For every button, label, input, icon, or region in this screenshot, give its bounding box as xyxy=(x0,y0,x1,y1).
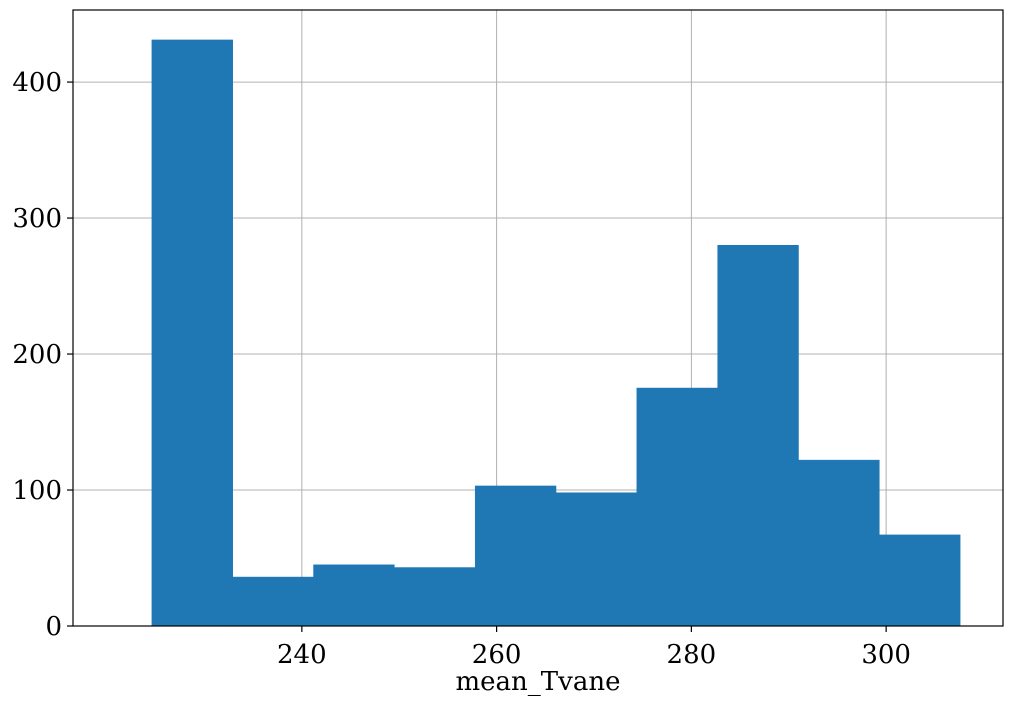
histogram-bar xyxy=(636,387,718,627)
histogram-bar xyxy=(394,567,476,627)
x-tick-label: 260 xyxy=(472,640,522,670)
ticks-layer: 240 260 280 300 0 100 200 300 400 xyxy=(12,68,911,670)
histogram-bar xyxy=(474,485,557,627)
x-tick-label: 240 xyxy=(277,640,327,670)
histogram-bar xyxy=(232,576,314,627)
y-tick-label: 100 xyxy=(12,476,62,506)
y-tick-label: 400 xyxy=(12,68,62,98)
y-tick-label: 200 xyxy=(12,340,62,370)
x-tick-label: 300 xyxy=(861,640,911,670)
histogram-bar xyxy=(879,534,961,627)
x-axis-label: mean_Tvane xyxy=(456,667,621,697)
histogram-bar xyxy=(798,459,880,627)
histogram-bar xyxy=(555,492,638,627)
x-tick-label: 280 xyxy=(667,640,717,670)
y-tick-label: 0 xyxy=(45,612,62,642)
histogram-bar xyxy=(313,564,395,627)
histogram-bar xyxy=(717,244,799,627)
y-tick-label: 300 xyxy=(12,204,62,234)
bars-layer xyxy=(151,39,961,627)
plot-frame xyxy=(72,9,1004,627)
histogram-bar xyxy=(151,39,233,627)
